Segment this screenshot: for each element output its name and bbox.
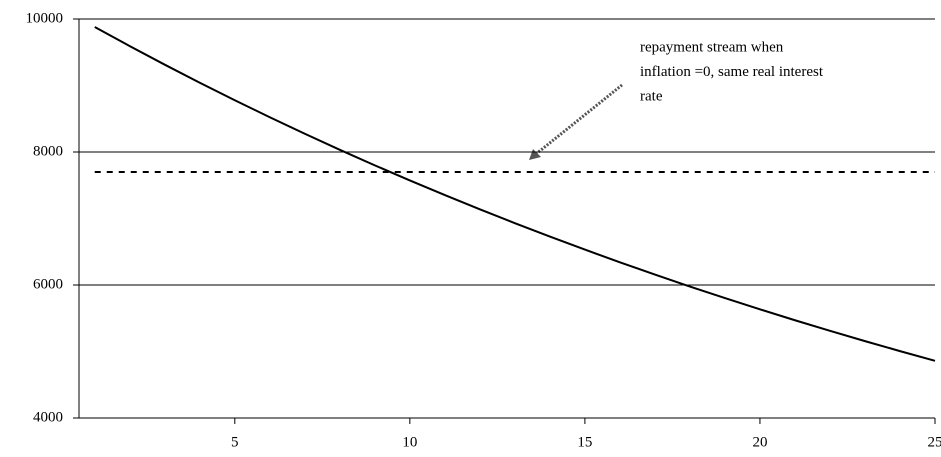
annotation-arrow xyxy=(535,83,623,156)
x-tick-label: 20 xyxy=(752,434,767,450)
y-tick-label: 10000 xyxy=(26,10,64,26)
x-tick-label: 25 xyxy=(928,434,941,450)
annotation: inflation =0, same real interest xyxy=(640,64,824,80)
x-tick-label: 5 xyxy=(231,434,239,450)
annotation: rate xyxy=(640,88,663,104)
series-line xyxy=(94,26,936,362)
y-tick-label: 4000 xyxy=(33,409,63,425)
x-tick-label: 10 xyxy=(402,434,417,450)
annotation: repayment stream when xyxy=(640,39,784,55)
y-tick-label: 6000 xyxy=(33,276,63,292)
y-tick-label: 8000 xyxy=(33,143,63,159)
x-tick-label: 15 xyxy=(577,434,592,450)
